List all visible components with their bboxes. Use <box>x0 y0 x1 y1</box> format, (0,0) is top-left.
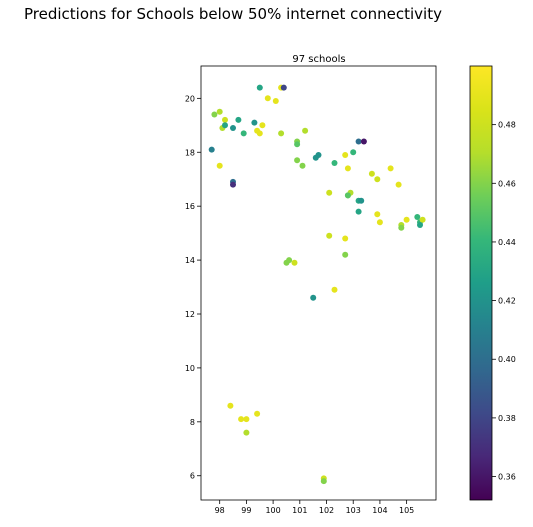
colorbar-tick-label: 0.38 <box>498 414 516 423</box>
data-point <box>374 211 381 218</box>
data-point <box>227 402 234 409</box>
x-tick-label: 100 <box>265 506 280 515</box>
x-tick-label: 98 <box>215 506 225 515</box>
data-point <box>355 138 362 145</box>
data-point <box>342 235 349 242</box>
data-point <box>414 214 421 220</box>
y-tick-label: 14 <box>185 256 195 265</box>
y-tick-label: 8 <box>190 418 195 427</box>
data-point <box>243 429 250 436</box>
points-layer <box>208 84 426 485</box>
data-point <box>331 286 338 293</box>
data-point <box>208 146 215 153</box>
colorbar-tick-label: 0.40 <box>498 355 516 364</box>
data-point <box>417 222 423 228</box>
x-tick-label: 102 <box>319 506 334 515</box>
x-tick-label: 99 <box>241 506 251 515</box>
colorbar-axis: 0.36 0.38 0.40 0.42 0.44 0.46 0.48 <box>492 121 516 482</box>
data-point <box>360 138 367 145</box>
colorbar <box>469 65 493 501</box>
y-tick-label: 12 <box>185 310 195 319</box>
data-point <box>243 416 250 423</box>
data-point <box>256 130 263 137</box>
data-point <box>256 84 263 91</box>
colorbar-tick-label: 0.42 <box>498 297 516 306</box>
data-point <box>291 259 298 266</box>
colorbar-tick-label: 0.36 <box>498 473 516 482</box>
data-point <box>302 127 309 134</box>
x-tick-label: 101 <box>292 506 307 515</box>
data-point <box>342 152 349 158</box>
y-tick-label: 16 <box>185 202 195 211</box>
y-tick-label: 20 <box>185 94 195 103</box>
plot-title: 97 schools <box>292 54 345 65</box>
data-point <box>294 157 301 164</box>
data-point <box>344 165 351 172</box>
data-point <box>368 170 375 177</box>
data-point <box>222 122 228 129</box>
colorbar-tick-label: 0.46 <box>498 179 516 188</box>
data-point <box>331 160 338 166</box>
colorbar-tick-label: 0.48 <box>498 121 516 130</box>
data-point <box>326 189 333 196</box>
data-point <box>398 224 405 231</box>
data-point <box>358 197 365 204</box>
data-point <box>216 108 223 115</box>
data-point <box>278 130 285 137</box>
y-tick-label: 10 <box>185 364 195 373</box>
data-point <box>374 176 381 183</box>
data-point <box>342 251 349 258</box>
data-point <box>376 219 383 226</box>
data-point <box>419 216 426 223</box>
x-tick-label: 103 <box>346 506 361 515</box>
data-point <box>238 416 245 423</box>
x-tick-label: 105 <box>399 506 414 515</box>
data-point <box>216 162 223 169</box>
data-point <box>395 181 402 188</box>
page-title: Predictions for Schools below 50% intern… <box>24 5 442 23</box>
data-point <box>355 208 362 215</box>
data-point <box>387 165 394 172</box>
data-point <box>240 130 247 137</box>
data-point <box>211 111 218 118</box>
data-point <box>259 122 266 129</box>
data-point <box>350 149 357 156</box>
data-point <box>344 192 351 199</box>
data-point <box>235 116 242 123</box>
data-point <box>315 152 322 158</box>
x-tick-label: 104 <box>372 506 387 515</box>
data-point <box>254 410 261 417</box>
data-point <box>299 162 306 169</box>
data-point <box>280 84 287 91</box>
y-tick-label: 6 <box>190 472 195 481</box>
data-point <box>222 116 228 123</box>
data-point <box>320 478 327 485</box>
data-point <box>272 98 279 104</box>
data-point <box>286 257 293 264</box>
data-point <box>294 141 301 148</box>
data-point <box>230 181 236 188</box>
data-point <box>326 232 333 239</box>
y-axis: 6 8 10 12 14 16 18 20 <box>185 94 201 481</box>
y-tick-label: 18 <box>185 148 195 157</box>
data-point <box>251 119 258 126</box>
colorbar-tick-label: 0.44 <box>498 238 516 247</box>
data-point <box>403 216 410 223</box>
data-point <box>264 95 271 102</box>
x-axis: 98 99 100 101 102 103 104 105 <box>215 500 414 515</box>
data-point <box>310 294 317 301</box>
plot-area-frame <box>200 65 437 501</box>
data-point <box>230 125 236 131</box>
